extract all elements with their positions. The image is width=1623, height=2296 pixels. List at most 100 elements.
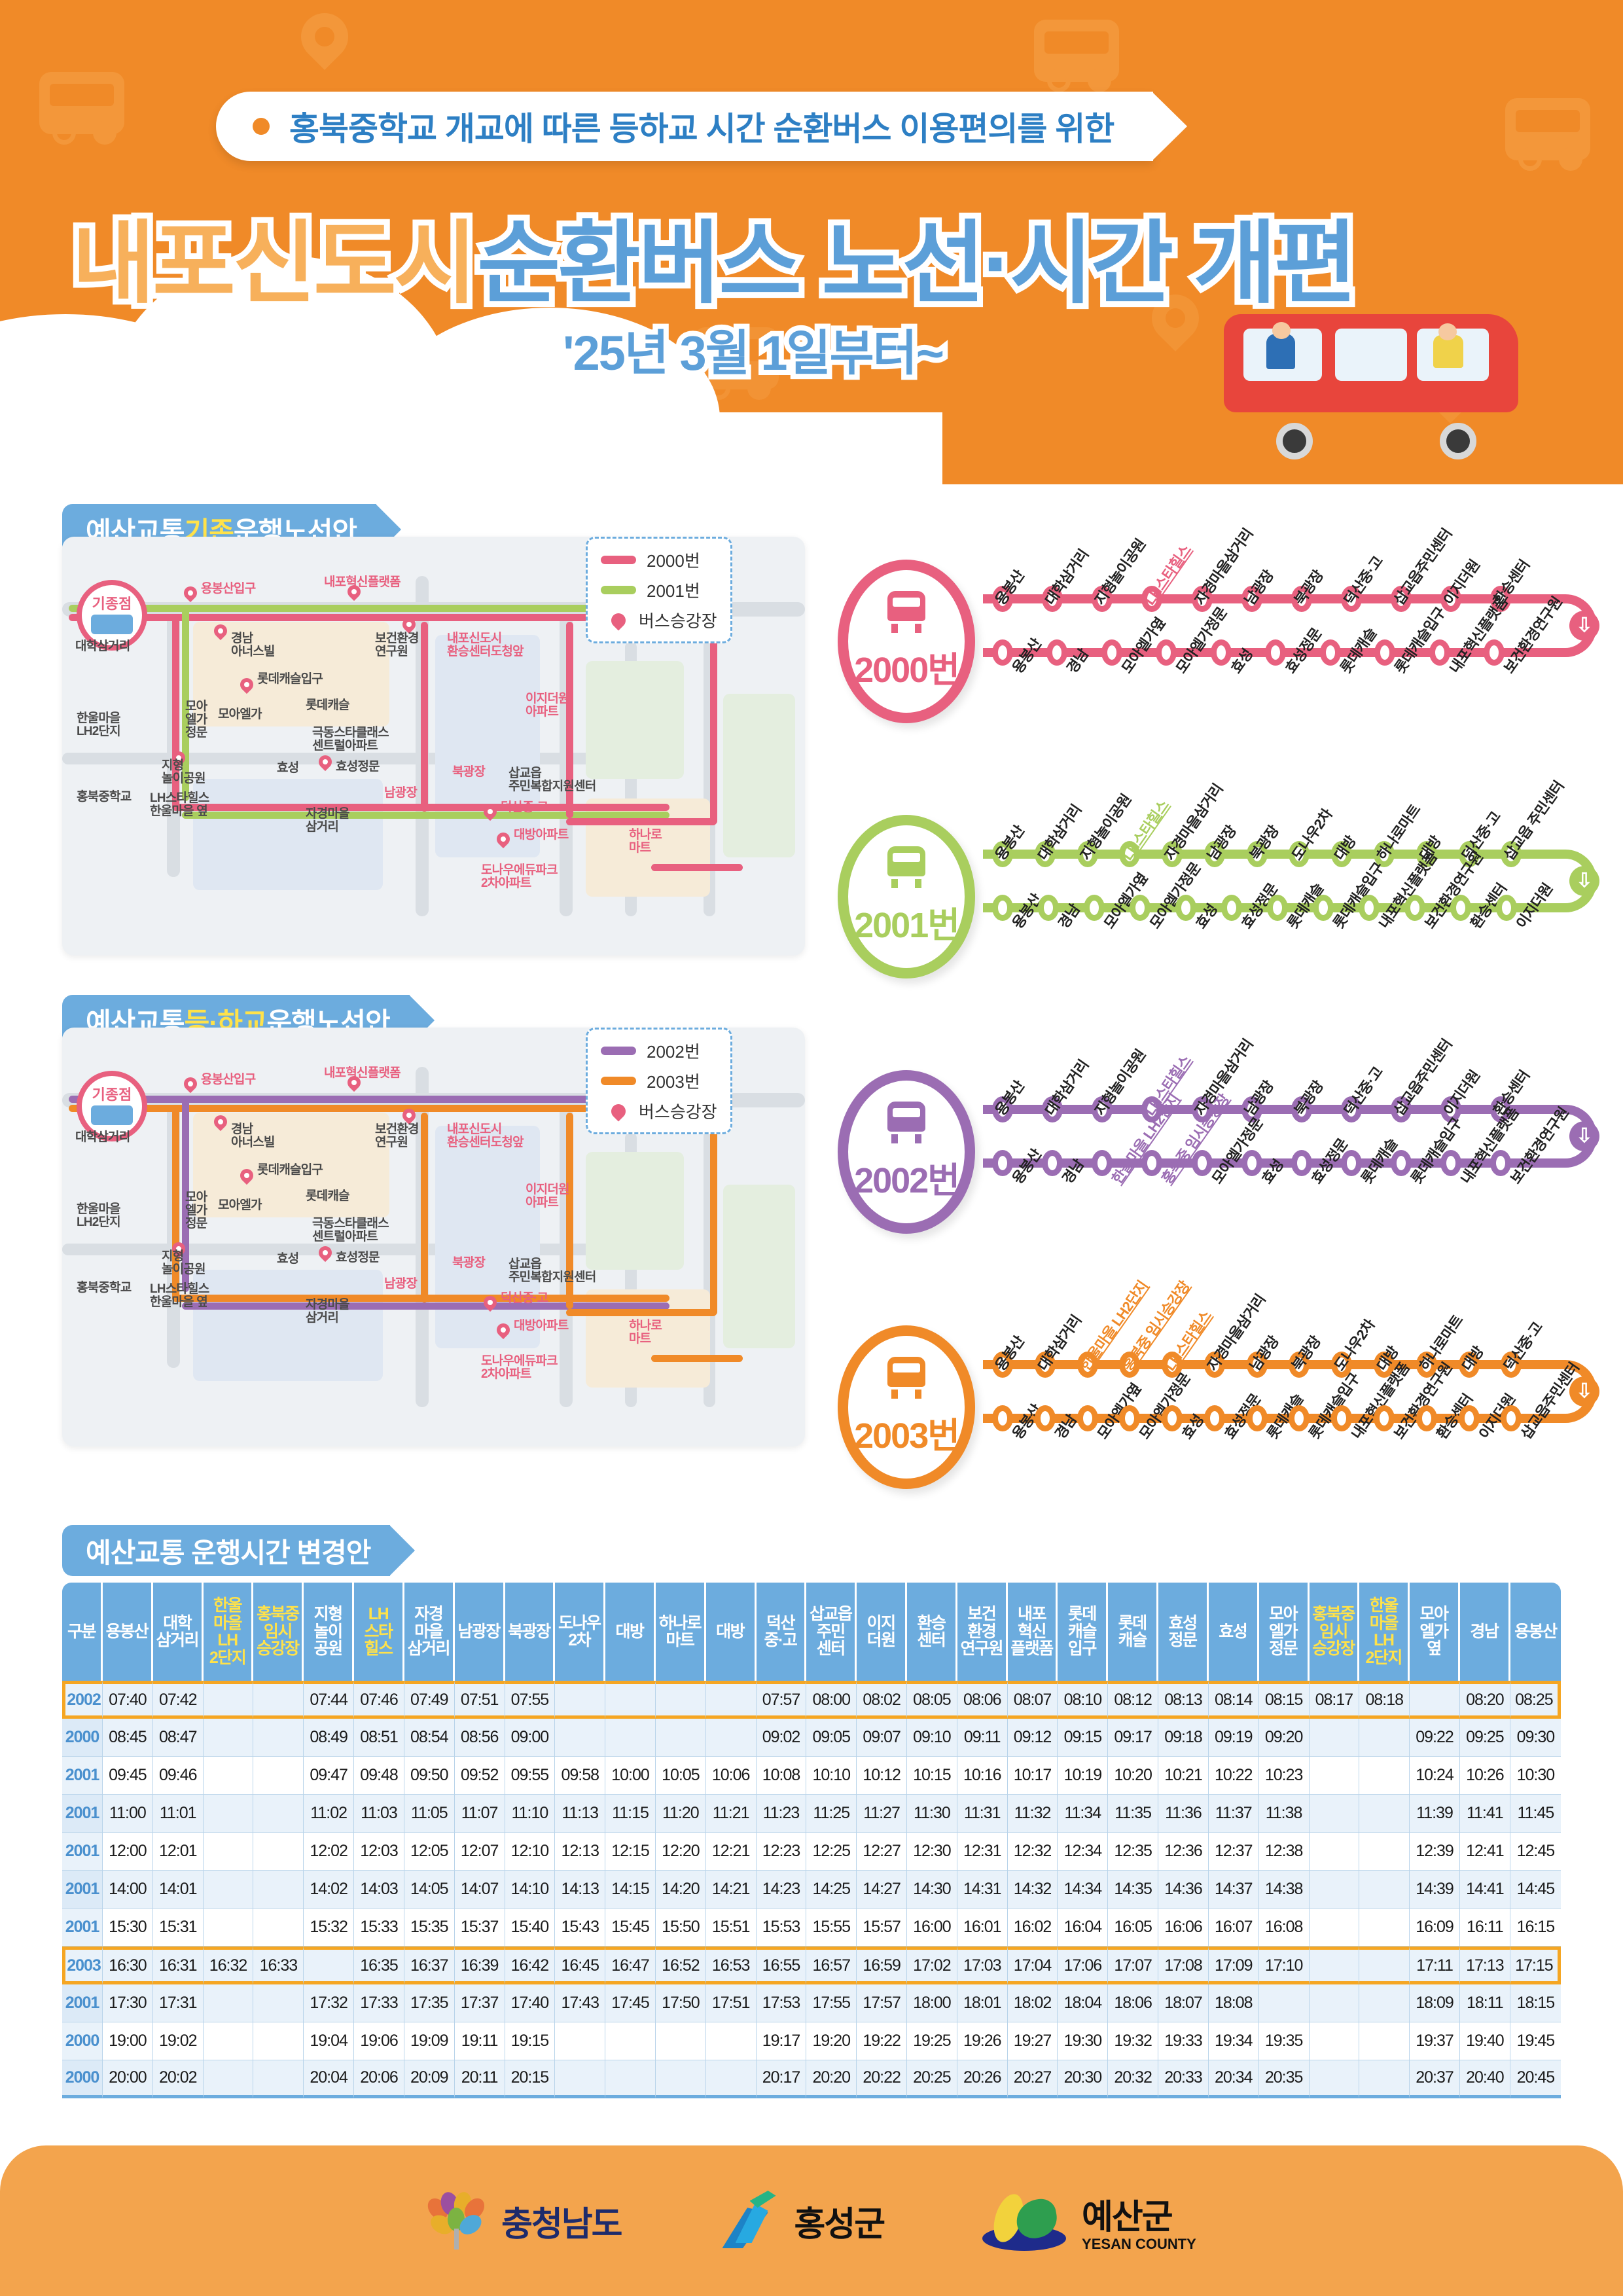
- route-stop-dot[interactable]: [1042, 1096, 1063, 1122]
- route-stop-dot[interactable]: [1221, 895, 1242, 921]
- route-stop-dot[interactable]: [1077, 841, 1098, 867]
- route-stop-dot[interactable]: [1291, 1150, 1312, 1176]
- route-stop-dot[interactable]: [992, 895, 1013, 921]
- route-stop-dot[interactable]: [1191, 1150, 1213, 1176]
- route-stop-dot[interactable]: [1450, 895, 1471, 921]
- route-badge-2002번[interactable]: 2002번: [838, 1070, 975, 1234]
- route-stop-dot[interactable]: [1289, 1405, 1310, 1431]
- route-stop-dot[interactable]: [1340, 1150, 1362, 1176]
- timetable-row[interactable]: 2001 11:00 11:01 11:02 11:03 11:05 11:07 11:10 1…: [62, 1795, 1561, 1833]
- route-stop-dot[interactable]: [1416, 1352, 1437, 1378]
- route-stop-dot[interactable]: [1458, 1352, 1480, 1378]
- route-stop-dot[interactable]: [1484, 639, 1505, 666]
- timetable-row[interactable]: 2000 20:00 20:02 20:04 20:06 20:09 20:11 20:15 2…: [62, 2060, 1561, 2098]
- route-stop-dot[interactable]: [1130, 895, 1150, 921]
- route-stop-dot[interactable]: [1119, 1405, 1141, 1431]
- route-stop-dot[interactable]: [1490, 586, 1512, 612]
- timetable-row[interactable]: 2000 19:00 19:02 19:04 19:06 19:09 19:11 19:15 1…: [62, 2022, 1561, 2060]
- timetable-row[interactable]: 2001 14:00 14:01 14:02 14:03 14:05 14:07 14:10 1…: [62, 1871, 1561, 1909]
- route-stop-dot[interactable]: [992, 1405, 1013, 1431]
- route-stop-dot[interactable]: [1241, 586, 1262, 612]
- route-stop-dot[interactable]: [1191, 586, 1213, 612]
- route-stop-dot[interactable]: [1373, 1352, 1395, 1378]
- route-stop-dot[interactable]: [1246, 1405, 1268, 1431]
- route-stop-dot[interactable]: [1291, 586, 1312, 612]
- route-stop-dot[interactable]: [1084, 895, 1105, 921]
- route-stop-dot[interactable]: [1267, 895, 1288, 921]
- route-stop-dot[interactable]: [992, 1096, 1013, 1122]
- route-stop-dot[interactable]: [1359, 895, 1380, 921]
- route-badge-2003번[interactable]: 2003번: [838, 1325, 975, 1489]
- route-stop-dot[interactable]: [1265, 639, 1287, 666]
- route-stop-dot[interactable]: [1156, 639, 1177, 666]
- map-existing-routes[interactable]: 기종점 용봉산입구 경남 아너스빌 내포혁신플랫폼 보건환경 연구원 내포신도시 환승…: [62, 537, 805, 956]
- route-diagram-2000번[interactable]: 2000번 ⇩ 용봉산 대학삼거리 지형놀이공원 LH스타힐스 자경마을삼거리 남광장 북광장 덕…: [838, 517, 1599, 766]
- route-stop-dot[interactable]: [1373, 841, 1395, 867]
- route-stop-dot[interactable]: [1038, 895, 1059, 921]
- route-stop-dot[interactable]: [1319, 639, 1341, 666]
- route-stop-dot[interactable]: [1440, 1096, 1462, 1122]
- route-stop-dot[interactable]: [1191, 1096, 1213, 1122]
- route-stop-dot[interactable]: [1141, 586, 1163, 612]
- route-stop-dot[interactable]: [1042, 586, 1063, 612]
- route-stop-dot[interactable]: [1101, 639, 1122, 666]
- route-stop-dot[interactable]: [1429, 639, 1450, 666]
- timetable-row[interactable]: 2001 17:30 17:31 17:32 17:33 17:35 17:37 17:40 1…: [62, 1984, 1561, 2022]
- route-stop-dot[interactable]: [1042, 1150, 1063, 1176]
- map-school-routes[interactable]: 기종점 용봉산입구 경남 아너스빌 내포혁신플랫폼 보건환경 연구원 내포신도시 환승…: [62, 1028, 805, 1446]
- route-stop-dot[interactable]: [1374, 639, 1396, 666]
- route-stop-dot[interactable]: [1119, 1352, 1141, 1378]
- route-stop-dot[interactable]: [1391, 1150, 1412, 1176]
- route-stop-dot[interactable]: [1162, 1405, 1183, 1431]
- route-stop-dot[interactable]: [1141, 1150, 1163, 1176]
- route-stop-dot[interactable]: [1204, 841, 1225, 867]
- route-stop-dot[interactable]: [1289, 1352, 1310, 1378]
- route-stop-dot[interactable]: [1416, 1405, 1437, 1431]
- route-stop-dot[interactable]: [1141, 1096, 1163, 1122]
- timetable-row[interactable]: 2003 16:30 16:31 16:32 16:33 16:35 16:37 16:39 1…: [62, 1946, 1561, 1984]
- route-stop-dot[interactable]: [1175, 895, 1196, 921]
- route-stop-dot[interactable]: [1340, 1096, 1362, 1122]
- timetable-row[interactable]: 2002 07:40 07:42 07:44 07:46 07:49 07:51 07:55 0…: [62, 1681, 1561, 1719]
- route-stop-dot[interactable]: [1313, 895, 1334, 921]
- route-stop-dot[interactable]: [1501, 841, 1522, 867]
- route-stop-dot[interactable]: [1204, 1405, 1225, 1431]
- route-stop-dot[interactable]: [1092, 586, 1113, 612]
- route-stop-dot[interactable]: [1289, 841, 1310, 867]
- route-stop-dot[interactable]: [1291, 1096, 1312, 1122]
- route-stop-dot[interactable]: [1440, 586, 1462, 612]
- route-stop-dot[interactable]: [992, 639, 1013, 666]
- route-stop-dot[interactable]: [1490, 1150, 1512, 1176]
- route-stop-dot[interactable]: [1077, 1352, 1098, 1378]
- timetable-wrapper[interactable]: 구분 용봉산 대학 삼거리 한울 마을 LH 2단지 홍북중 임시 승강장 지형 놀이 공원 LH 스타 힐스 자…: [62, 1583, 1561, 2098]
- route-stop-dot[interactable]: [992, 1150, 1013, 1176]
- route-stop-dot[interactable]: [1331, 1352, 1353, 1378]
- route-stop-dot[interactable]: [1391, 586, 1412, 612]
- timetable-row[interactable]: 2001 12:00 12:01 12:02 12:03 12:05 12:07 12:10 1…: [62, 1833, 1561, 1871]
- route-badge-2000번[interactable]: 2000번: [838, 560, 975, 723]
- route-stop-dot[interactable]: [1034, 1352, 1056, 1378]
- route-diagram-2003번[interactable]: 2003번 ⇩ 용봉산 대학삼거리 한울마을 LH2단지 홍북중 임시승강장 LH스타힐스 자…: [838, 1278, 1599, 1532]
- route-stop-dot[interactable]: [1162, 1352, 1183, 1378]
- route-stop-dot[interactable]: [1210, 639, 1232, 666]
- route-stop-dot[interactable]: [1034, 841, 1056, 867]
- route-stop-dot[interactable]: [1034, 1405, 1056, 1431]
- route-stop-dot[interactable]: [1458, 841, 1480, 867]
- route-stop-dot[interactable]: [1490, 1096, 1512, 1122]
- route-stop-dot[interactable]: [1162, 841, 1183, 867]
- route-badge-2001번[interactable]: 2001번: [838, 815, 975, 978]
- timetable[interactable]: 구분 용봉산 대학 삼거리 한울 마을 LH 2단지 홍북중 임시 승강장 지형 놀이 공원 LH 스타 힐스 자…: [62, 1583, 1561, 2098]
- route-stop-dot[interactable]: [1331, 841, 1353, 867]
- route-stop-dot[interactable]: [1246, 841, 1268, 867]
- route-stop-dot[interactable]: [1501, 1352, 1522, 1378]
- route-stop-dot[interactable]: [1331, 1405, 1353, 1431]
- route-stop-dot[interactable]: [992, 1352, 1013, 1378]
- route-stop-dot[interactable]: [1077, 1405, 1098, 1431]
- route-stop-dot[interactable]: [1340, 586, 1362, 612]
- route-stop-dot[interactable]: [1241, 1150, 1262, 1176]
- route-stop-dot[interactable]: [1046, 639, 1068, 666]
- route-diagram-2002번[interactable]: 2002번 ⇩ 용봉산 대학삼거리 지형놀이공원 LH스타힐스 자경마을삼거리 남광장 북광장 덕…: [838, 1028, 1599, 1276]
- timetable-row[interactable]: 2001 09:45 09:46 09:47 09:48 09:50 09:52 09:55 0…: [62, 1757, 1561, 1795]
- route-stop-dot[interactable]: [1119, 841, 1141, 867]
- route-stop-dot[interactable]: [992, 841, 1013, 867]
